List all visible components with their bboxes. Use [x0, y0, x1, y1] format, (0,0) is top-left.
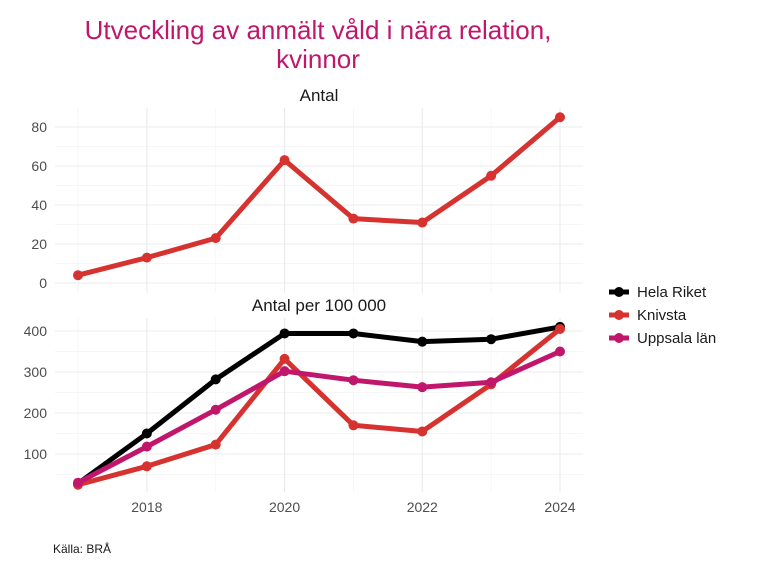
chart-title-line-1: Utveckling av anmält våld i nära relatio…: [85, 15, 552, 45]
data-point-uppsala-län: [210, 404, 221, 415]
data-point-uppsala-län: [73, 477, 83, 488]
panel-title-per-100000: Antal per 100 000: [252, 296, 386, 315]
data-point-hela-riket: [417, 336, 428, 347]
data-point-knivsta: [210, 233, 221, 244]
data-point-knivsta: [73, 270, 83, 281]
data-point-knivsta: [417, 426, 428, 437]
data-point-knivsta: [210, 439, 221, 450]
data-point-knivsta: [555, 323, 565, 334]
data-point-knivsta: [141, 461, 152, 472]
x-tick-label: 2022: [407, 499, 438, 515]
x-tick-label: 2024: [544, 499, 575, 515]
chart-title-line-2: kvinnor: [276, 44, 360, 74]
x-tick-label: 2020: [269, 499, 300, 515]
data-point-uppsala-län: [279, 366, 290, 377]
series-line-hela-riket: [75, 324, 563, 487]
data-point-knivsta: [348, 420, 359, 431]
y-tick-label: 300: [24, 364, 48, 380]
y-tick-label: 60: [31, 158, 47, 174]
series-line-uppsala-län: [75, 349, 563, 486]
legend-label-uppsala-län: Uppsala län: [637, 330, 716, 347]
data-point-hela-riket: [348, 328, 359, 339]
data-point-hela-riket: [486, 334, 497, 345]
y-tick-label: 100: [24, 446, 48, 462]
data-point-uppsala-län: [141, 441, 152, 452]
legend: Hela Riket Knivsta Uppsala län: [609, 284, 716, 347]
y-tick-label: 400: [24, 323, 48, 339]
data-point-knivsta: [279, 353, 290, 364]
panel-antal: 0 20 40 60 80: [31, 108, 583, 293]
series-line-knivsta: [75, 326, 563, 488]
data-point-hela-riket: [141, 428, 152, 439]
panel-title-antal: Antal: [300, 86, 339, 105]
data-point-hela-riket: [279, 328, 290, 339]
x-axis: 2018 2020 2022 2024: [131, 499, 576, 515]
data-point-knivsta: [417, 217, 428, 228]
series-line-knivsta: [75, 114, 563, 278]
y-tick-label: 40: [31, 197, 47, 213]
y-tick-label: 20: [31, 236, 47, 252]
legend-key-point-uppsala-län: [614, 333, 624, 343]
data-point-knivsta: [279, 155, 290, 166]
data-point-uppsala-län: [417, 382, 428, 393]
data-point-uppsala-län: [555, 346, 565, 357]
data-point-knivsta: [555, 112, 565, 123]
panel-antal-per-100000: 100 200 300 400: [24, 318, 583, 492]
source-caption: Källa: BRÅ: [53, 541, 111, 556]
data-point-knivsta: [486, 170, 497, 181]
data-point-knivsta: [141, 252, 152, 263]
legend-key-point-hela-riket: [614, 287, 624, 297]
legend-label-knivsta: Knivsta: [637, 307, 687, 324]
legend-key-point-knivsta: [614, 310, 624, 320]
data-point-uppsala-län: [486, 377, 497, 388]
data-point-knivsta: [348, 213, 359, 224]
legend-label-hela-riket: Hela Riket: [637, 284, 707, 301]
data-point-uppsala-län: [348, 375, 359, 386]
x-tick-label: 2018: [131, 499, 162, 515]
y-tick-label: 80: [31, 119, 47, 135]
data-point-hela-riket: [210, 374, 221, 385]
y-tick-label: 200: [24, 405, 48, 421]
y-tick-label: 0: [39, 275, 47, 291]
